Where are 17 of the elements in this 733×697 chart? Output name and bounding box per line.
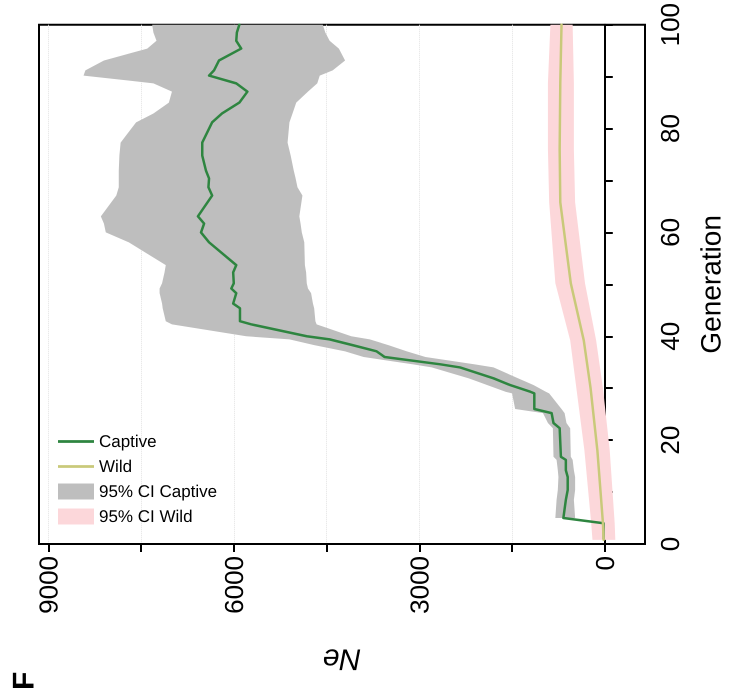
- legend-label: Wild: [99, 457, 132, 476]
- legend-label: 95% CI Captive: [99, 482, 218, 501]
- legend-label: Captive: [99, 432, 157, 451]
- y-tick-label: 0: [655, 536, 685, 552]
- y-tick-label: 80: [655, 114, 685, 144]
- y-tick-label: 100: [655, 2, 685, 46]
- text: F: [8, 672, 40, 690]
- x-tick-label: 9000: [33, 556, 64, 614]
- x-axis-title: Ne: [322, 642, 362, 676]
- x-tick-label: 3000: [404, 556, 434, 614]
- y-tick-label: 20: [655, 426, 685, 455]
- y-tick-label: 60: [655, 218, 685, 247]
- x-tick-label: 6000: [218, 556, 249, 614]
- y-axis-title: Generation: [696, 215, 726, 354]
- legend-label: 95% CI Wild: [99, 507, 193, 526]
- y-tick-label: 40: [655, 322, 685, 351]
- x-tick-label: 0: [590, 556, 620, 570]
